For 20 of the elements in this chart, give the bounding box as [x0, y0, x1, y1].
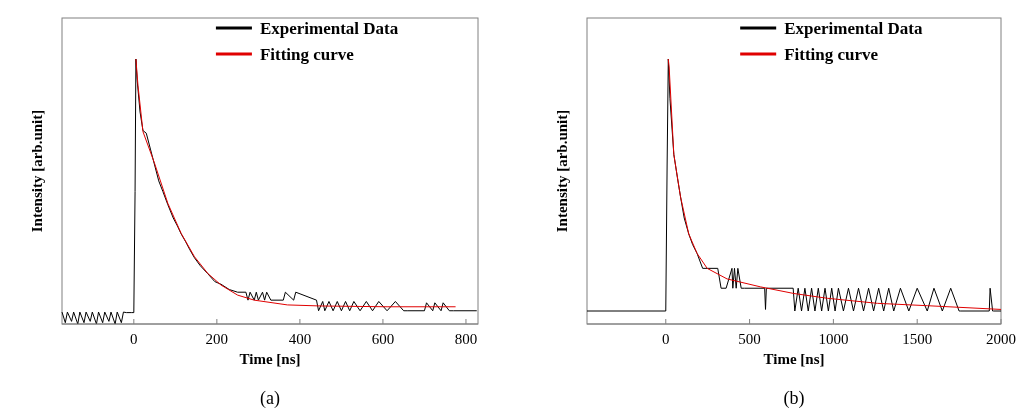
- legend-label: Fitting curve: [784, 45, 879, 64]
- x-axis-title: Time [ns]: [239, 351, 301, 367]
- x-tick-label: 1000: [818, 331, 849, 347]
- x-tick-label: 0: [662, 331, 670, 347]
- x-tick-label: 1500: [902, 331, 933, 347]
- legend-label: Experimental Data: [259, 19, 399, 38]
- x-tick-label: 800: [454, 331, 478, 347]
- x-tick-label: 200: [205, 331, 229, 347]
- y-axis-title: Intensity [arb.unit]: [29, 109, 45, 233]
- text: (b): [783, 388, 805, 409]
- y-axis-title: Intensity [arb.unit]: [554, 109, 570, 233]
- x-tick-label: 2000: [986, 331, 1016, 347]
- legend-label: Fitting curve: [259, 45, 355, 64]
- text: (a): [260, 388, 280, 409]
- x-tick-label: 0: [130, 331, 138, 347]
- x-tick-label: 400: [288, 331, 312, 347]
- x-axis-title: Time [ns]: [763, 351, 825, 367]
- x-tick-label: 500: [738, 331, 761, 347]
- legend-label: Experimental Data: [784, 19, 924, 38]
- x-tick-label: 600: [371, 331, 395, 347]
